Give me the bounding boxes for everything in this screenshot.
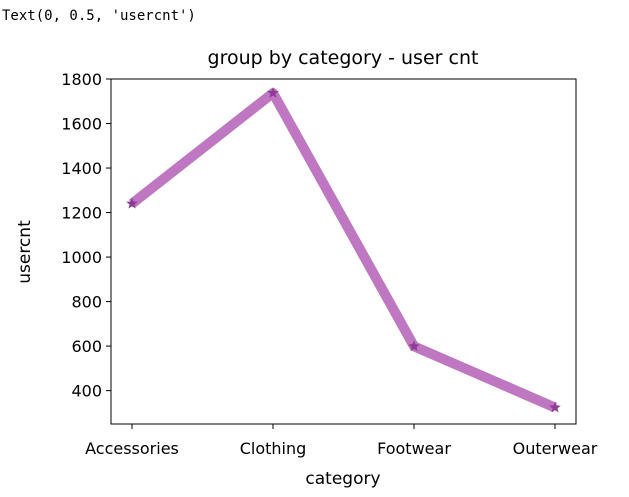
data-point-footwear [408,340,420,352]
y-tick-label-6: 1600 [61,115,102,134]
cell-output-text: Text(0, 0.5, 'usercnt') [2,8,196,24]
x-tick-label-1: Clothing [240,439,307,458]
chart-title: group by category - user cnt [208,47,479,69]
series-line-0 [128,88,557,413]
y-tick-label-1: 600 [71,337,102,356]
y-tick-label-3: 1000 [61,248,102,267]
y-tick-label-5: 1400 [61,159,102,178]
x-tick-label-0: Accessories [85,439,179,458]
x-axis-label: category [305,469,380,489]
y-axis-label: usercnt [15,220,35,284]
y-tick-label-4: 1200 [61,204,102,223]
data-point-accessories [126,197,138,209]
y-tick-label-2: 800 [71,293,102,312]
y-tick-label-0: 400 [71,382,102,401]
x-tick-label-2: Footwear [377,439,451,458]
x-axis-ticks: Accessories Clothing Footwear Outerwear [85,424,598,458]
y-axis-ticks: 400 600 800 1000 1200 1400 1600 1800 [61,70,111,401]
y-tick-label-7: 1800 [61,70,102,89]
series-layer [126,87,561,413]
plot-area [110,78,577,425]
data-point-outerwear [549,401,561,413]
data-point-clothing [267,87,279,98]
x-tick-label-3: Outerwear [513,439,598,458]
